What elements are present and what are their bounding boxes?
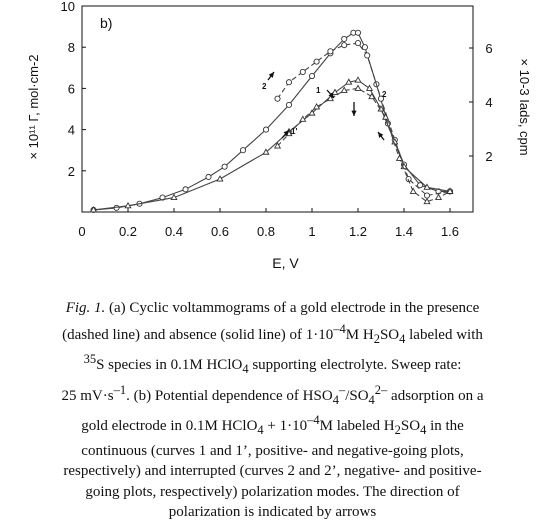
series-2-point xyxy=(341,42,348,49)
caption-line-1: Fig. 1. (a) Cyclic voltammograms of a go… xyxy=(65,300,480,316)
caption-line-4: 25 mV·s–1. (b) Potential dependence of H… xyxy=(61,382,484,407)
y-tick-label-left: 8 xyxy=(68,40,75,55)
series-2-point xyxy=(299,68,306,75)
series-3-point xyxy=(308,109,316,116)
series-4-point xyxy=(273,142,282,149)
direction-arrowhead-icon xyxy=(268,72,274,78)
figure-caption: Fig. 1. (a) Cyclic voltammograms of a go… xyxy=(6,298,539,523)
y-tick-label-left: 4 xyxy=(68,123,75,138)
curve-label: 1' xyxy=(291,127,297,136)
caption-line-5: gold electrode in 0.1M HClO4 + 1·10–4M l… xyxy=(81,413,464,437)
series-3-point xyxy=(262,148,270,155)
series-3-point xyxy=(124,201,132,209)
series-4-line xyxy=(277,87,451,203)
series-4-point xyxy=(409,187,417,194)
caption-line-2: (dashed line) and absence (solid line) o… xyxy=(62,321,483,346)
chart-annotations: 2 1 2 1' xyxy=(262,71,387,141)
series-4-point xyxy=(423,197,431,205)
direction-arrowhead-icon xyxy=(283,130,289,136)
series-1-point xyxy=(308,72,316,80)
curve-label: 2 xyxy=(262,82,267,91)
series-3-line xyxy=(93,79,451,211)
series-2-point xyxy=(364,52,371,59)
series-1-point xyxy=(239,147,247,154)
x-tick-label: 0.8 xyxy=(257,224,275,239)
series-4-point xyxy=(434,193,443,201)
series-3-point xyxy=(89,206,98,213)
series-3-point xyxy=(170,193,178,201)
series-4-point xyxy=(354,84,362,91)
series-2-point xyxy=(423,192,431,199)
y-tick-label-right: 4 xyxy=(485,95,492,110)
series-4-point xyxy=(299,115,307,122)
series-4-point xyxy=(395,154,403,161)
series-1-point xyxy=(285,101,293,108)
x-tick-label: 1.6 xyxy=(441,224,459,239)
chart-axes: 0 0.2 0.4 0.6 0.8 1 1.2 1.4 1.6 E, V 2 4 6 8 10 × 10¹¹ … xyxy=(26,0,532,271)
y-tick-label-left: 2 xyxy=(68,164,75,179)
series-4-point xyxy=(326,94,334,102)
series-1-point xyxy=(205,173,212,181)
series-4-point xyxy=(340,86,348,93)
series-3-point xyxy=(345,78,353,85)
series-4-point xyxy=(446,187,454,194)
series-1-point xyxy=(417,182,424,189)
x-tick-label: 1 xyxy=(308,224,315,239)
series-3-point xyxy=(216,175,224,182)
series-2-point xyxy=(285,79,293,86)
direction-arrowhead-icon xyxy=(378,132,384,138)
direction-arrowhead-icon xyxy=(328,92,334,98)
chart: 0 0.2 0.4 0.6 0.8 1 1.2 1.4 1.6 E, V 2 4 6 8 10 × 10¹¹ … xyxy=(26,0,532,271)
series-1-point xyxy=(182,186,189,193)
y-tick-label-right: 6 xyxy=(485,41,492,56)
caption-line-6: continuous (curves 1 and 1’, positive- a… xyxy=(81,442,464,459)
curve-label: 1 xyxy=(316,86,321,95)
series-3-point xyxy=(423,183,431,190)
series-2-point xyxy=(313,58,320,65)
y-tick-label-left: 10 xyxy=(61,0,75,14)
series-1-point xyxy=(262,126,270,133)
y-tick-label-right: 2 xyxy=(485,149,492,164)
plot-frame xyxy=(81,5,474,213)
series-1-point xyxy=(361,44,368,51)
caption-line-7: respectively) and interrupted (curves 2 … xyxy=(63,463,482,479)
series-3-point xyxy=(354,76,362,83)
series-2-point xyxy=(327,48,334,55)
x-axis-label: E, V xyxy=(272,255,299,271)
x-tick-label: 0.6 xyxy=(211,224,229,239)
figure-label: Fig. 1. xyxy=(65,300,106,316)
caption-line-3: 35S species in 0.1M HClO4 supporting ele… xyxy=(83,352,462,376)
chart-series-layer xyxy=(89,29,454,213)
x-tick-label: 0.4 xyxy=(165,224,183,239)
series-1-point xyxy=(221,163,228,170)
x-tick-label: 1.4 xyxy=(395,224,413,239)
x-tick-label: 1.2 xyxy=(349,224,367,239)
x-tick-label: 0 xyxy=(78,224,85,239)
direction-arrowhead-icon xyxy=(351,110,357,116)
y-tick-label-left: 6 xyxy=(68,81,75,96)
panel-label: b) xyxy=(100,15,112,31)
y-axis-label-left: × 10¹¹ Γ, mol·cm-2 xyxy=(26,54,41,159)
caption-line-8: going plots, respectively) polarization … xyxy=(85,483,460,500)
series-3-point xyxy=(365,84,374,91)
series-3-point xyxy=(331,88,339,95)
series-4-point xyxy=(313,103,321,110)
series-1-line xyxy=(93,32,450,211)
y-axis-label-right: × 10-3 Iads, cpm xyxy=(517,58,532,155)
series-2-point xyxy=(377,95,385,102)
series-2-point xyxy=(274,95,281,102)
series-1-point xyxy=(354,29,362,36)
x-tick-label: 0.2 xyxy=(119,224,137,239)
caption-line-9: polarization is indicated by arrows xyxy=(168,504,377,520)
series-2-point xyxy=(354,40,362,47)
series-1-point xyxy=(341,35,348,43)
curve-label: 2 xyxy=(382,90,387,99)
series-4-point xyxy=(368,92,376,100)
series-4-point xyxy=(382,113,390,120)
